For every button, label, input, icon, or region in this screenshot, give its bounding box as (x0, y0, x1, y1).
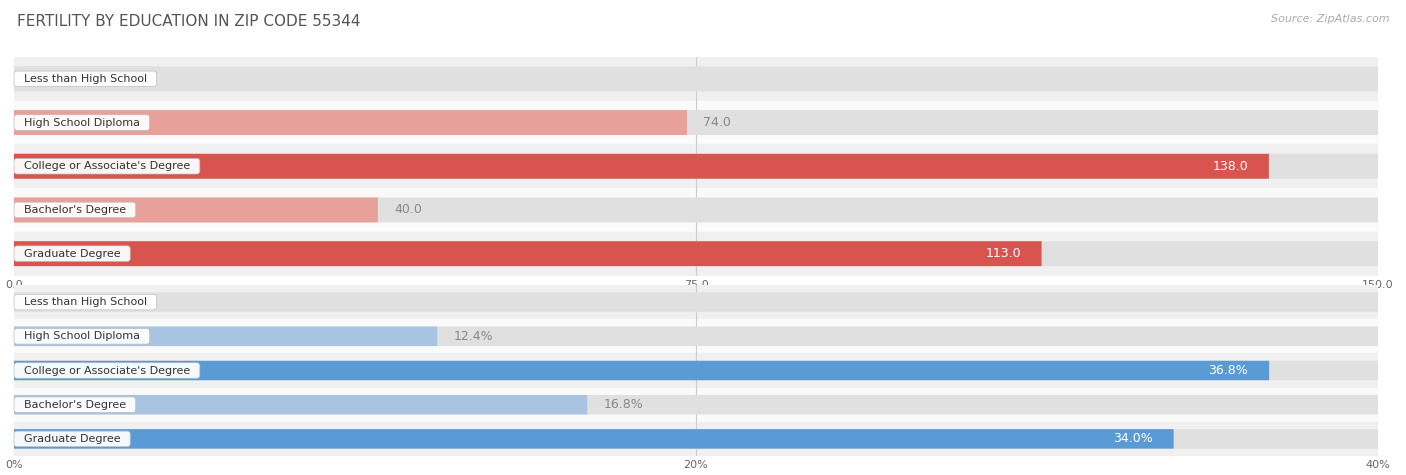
FancyBboxPatch shape (14, 110, 688, 135)
Text: 12.4%: 12.4% (453, 330, 494, 343)
FancyBboxPatch shape (14, 395, 588, 415)
FancyBboxPatch shape (14, 361, 1378, 380)
Text: Bachelor's Degree: Bachelor's Degree (17, 399, 134, 410)
Bar (14, 57, 1378, 101)
Bar (14, 232, 1378, 276)
FancyBboxPatch shape (14, 198, 1378, 222)
FancyBboxPatch shape (14, 241, 1042, 266)
FancyBboxPatch shape (14, 154, 1268, 179)
Text: High School Diploma: High School Diploma (17, 331, 146, 342)
Text: Source: ZipAtlas.com: Source: ZipAtlas.com (1271, 14, 1389, 24)
Text: 74.0: 74.0 (703, 116, 731, 129)
FancyBboxPatch shape (14, 361, 1270, 380)
FancyBboxPatch shape (14, 66, 1378, 91)
FancyBboxPatch shape (14, 292, 1378, 312)
FancyBboxPatch shape (14, 395, 1378, 415)
Text: 113.0: 113.0 (986, 247, 1021, 260)
Bar (14, 285, 1378, 319)
Text: Bachelor's Degree: Bachelor's Degree (17, 205, 134, 215)
FancyBboxPatch shape (14, 110, 1378, 135)
FancyBboxPatch shape (14, 326, 437, 346)
FancyBboxPatch shape (14, 241, 1378, 266)
Text: Less than High School: Less than High School (17, 74, 153, 84)
Bar (14, 144, 1378, 188)
Text: Graduate Degree: Graduate Degree (17, 248, 128, 259)
Text: 40.0: 40.0 (394, 203, 422, 217)
Text: 138.0: 138.0 (1212, 160, 1249, 173)
Text: 0.0: 0.0 (31, 72, 51, 86)
Text: 34.0%: 34.0% (1114, 432, 1153, 446)
Bar (14, 422, 1378, 456)
FancyBboxPatch shape (14, 429, 1174, 449)
Text: High School Diploma: High School Diploma (17, 117, 146, 128)
Text: College or Associate's Degree: College or Associate's Degree (17, 365, 197, 376)
Text: College or Associate's Degree: College or Associate's Degree (17, 161, 197, 171)
Bar (14, 353, 1378, 388)
Text: 36.8%: 36.8% (1209, 364, 1249, 377)
FancyBboxPatch shape (14, 154, 1378, 179)
Text: FERTILITY BY EDUCATION IN ZIP CODE 55344: FERTILITY BY EDUCATION IN ZIP CODE 55344 (17, 14, 360, 29)
FancyBboxPatch shape (14, 326, 1378, 346)
Text: 16.8%: 16.8% (603, 398, 643, 411)
FancyBboxPatch shape (14, 198, 378, 222)
Text: Graduate Degree: Graduate Degree (17, 434, 128, 444)
Bar (14, 188, 1378, 232)
Bar (14, 319, 1378, 353)
Text: Less than High School: Less than High School (17, 297, 153, 307)
Bar (14, 101, 1378, 144)
Text: 0.0%: 0.0% (31, 295, 62, 309)
Bar (14, 388, 1378, 422)
FancyBboxPatch shape (14, 429, 1378, 449)
